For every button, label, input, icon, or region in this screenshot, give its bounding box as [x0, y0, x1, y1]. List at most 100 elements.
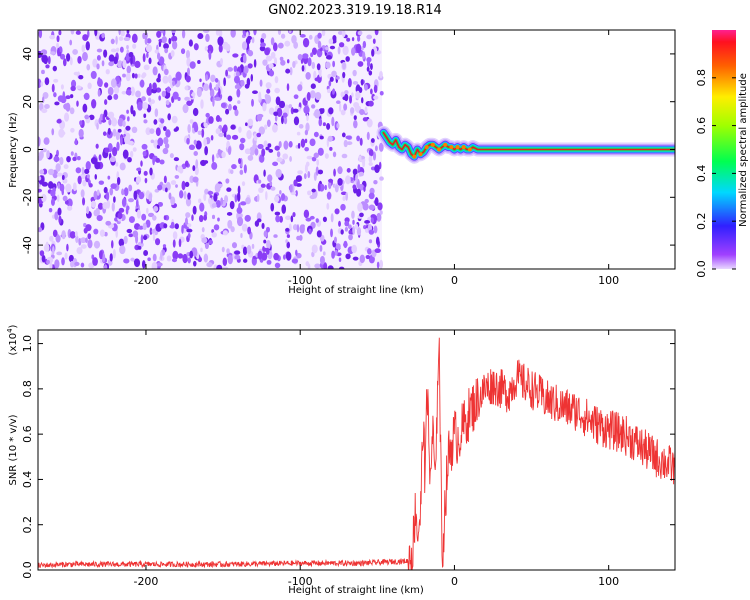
noise-speck: [62, 195, 68, 202]
noise-speck: [172, 80, 176, 87]
noise-speck: [121, 197, 127, 207]
noise-speck: [311, 47, 317, 56]
noise-speck: [65, 102, 71, 112]
noise-speck: [142, 101, 149, 110]
noise-speck: [143, 249, 149, 256]
noise-speck: [351, 244, 358, 254]
noise-speck: [342, 71, 346, 79]
noise-speck: [93, 240, 101, 249]
noise-speck: [231, 242, 238, 249]
snr-y-exponent: (x104): [6, 324, 19, 355]
noise-speck: [123, 187, 129, 197]
noise-speck: [107, 127, 111, 135]
noise-speck: [308, 34, 313, 40]
noise-speck: [145, 219, 151, 228]
noise-speck: [70, 30, 75, 35]
noise-speck: [90, 70, 97, 80]
noise-speck: [316, 159, 320, 166]
noise-speck: [327, 88, 331, 94]
noise-speck: [194, 124, 199, 133]
noise-speck: [328, 38, 334, 45]
noise-speck: [80, 262, 85, 268]
noise-speck: [355, 43, 362, 54]
noise-speck: [211, 203, 217, 208]
noise-speck: [357, 202, 363, 212]
noise-speck: [184, 160, 189, 167]
noise-speck: [221, 266, 229, 269]
noise-speck: [145, 44, 153, 53]
noise-speck: [355, 90, 361, 99]
noise-speck: [169, 224, 176, 229]
noise-speck: [187, 192, 191, 200]
noise-speck: [74, 138, 78, 146]
noise-speck: [111, 202, 115, 212]
noise-speck: [368, 229, 375, 235]
noise-speck: [107, 175, 111, 180]
noise-speck: [240, 201, 247, 206]
noise-speck: [203, 83, 209, 92]
noise-speck: [244, 148, 251, 155]
noise-speck: [244, 214, 251, 222]
noise-speck: [342, 195, 346, 201]
noise-speck: [322, 216, 327, 223]
noise-speck: [159, 159, 165, 165]
noise-speck: [205, 74, 209, 82]
noise-speck: [299, 34, 306, 38]
noise-speck: [58, 215, 62, 224]
noise-speck: [102, 202, 109, 210]
noise-speck: [317, 32, 322, 39]
noise-speck: [103, 264, 108, 269]
noise-speck: [282, 153, 289, 160]
noise-speck: [340, 109, 346, 116]
noise-speck: [72, 48, 79, 55]
noise-speck: [297, 170, 303, 175]
noise-speck: [152, 156, 155, 166]
noise-speck: [233, 250, 241, 255]
noise-speck: [165, 129, 171, 138]
noise-speck: [70, 151, 74, 156]
snr-y-ticks: 0.0 0.2 0.4 0.6 0.8 1.0: [21, 335, 675, 579]
noise-speck: [304, 147, 310, 152]
noise-speck: [56, 35, 60, 43]
noise-speck: [356, 188, 362, 197]
noise-speck: [117, 212, 123, 220]
noise-speck: [96, 189, 100, 196]
noise-speck: [363, 185, 366, 192]
noise-speck: [186, 137, 190, 145]
noise-speck: [344, 227, 349, 232]
noise-speck: [314, 109, 321, 119]
noise-speck: [285, 239, 288, 244]
noise-speck: [126, 30, 130, 34]
noise-speck: [147, 97, 152, 103]
noise-speck: [274, 211, 281, 216]
noise-speck: [165, 187, 168, 193]
noise-speck: [353, 120, 358, 129]
noise-speck: [213, 224, 220, 231]
noise-speck: [158, 95, 162, 101]
noise-speck: [142, 150, 147, 157]
noise-speck: [87, 82, 92, 90]
noise-speck: [306, 91, 311, 101]
noise-speck: [46, 259, 50, 265]
noise-speck: [193, 139, 197, 145]
noise-speck: [92, 257, 98, 266]
noise-speck: [293, 94, 299, 100]
noise-speck: [38, 137, 41, 147]
noise-speck: [163, 223, 168, 229]
noise-speck: [370, 138, 375, 143]
noise-speck: [252, 90, 258, 95]
noise-speck: [119, 245, 126, 255]
noise-speck: [314, 263, 321, 269]
noise-speck: [132, 110, 136, 117]
noise-speck: [270, 186, 276, 191]
noise-speck: [262, 102, 267, 112]
noise-speck: [209, 82, 212, 91]
noise-speck: [238, 202, 241, 212]
noise-speck: [85, 237, 88, 243]
noise-speck: [107, 86, 114, 96]
noise-speck: [110, 183, 117, 189]
noise-speck: [326, 191, 332, 200]
noise-speck: [221, 127, 225, 134]
noise-speck: [174, 174, 180, 179]
noise-speck: [82, 103, 88, 113]
